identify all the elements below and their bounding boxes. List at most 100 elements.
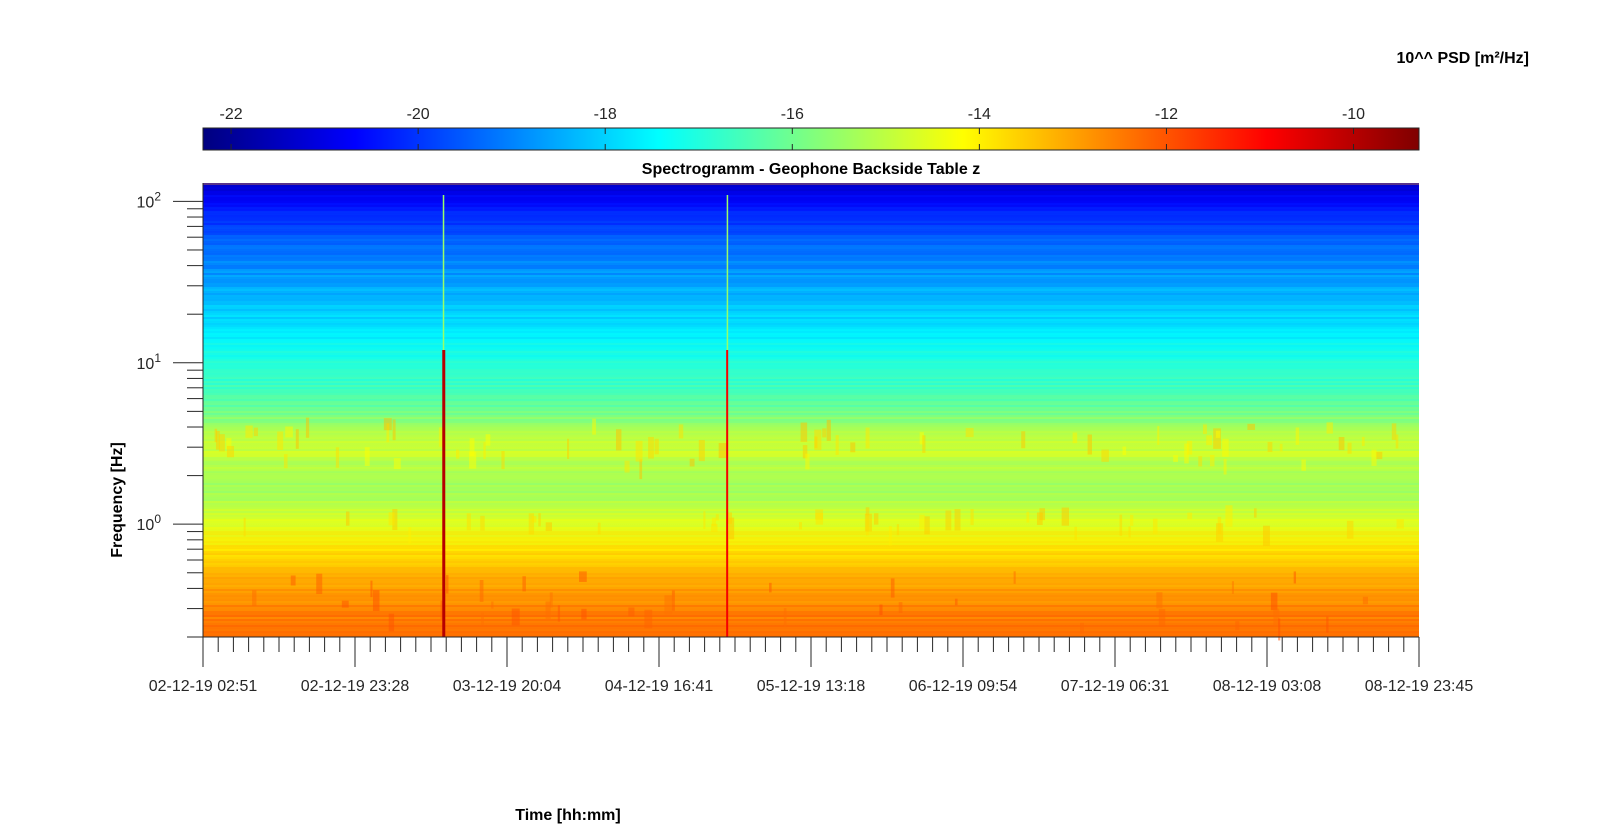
spectrogram-patch [1173, 455, 1178, 462]
spectrogram-stripe [203, 509, 1419, 511]
spectrogram-patch [345, 511, 350, 526]
spectrogram-stripe [203, 375, 1419, 377]
spectrogram-patch [545, 522, 552, 532]
spectrogram-patch [898, 602, 903, 613]
spectrogram-stripe [203, 529, 1419, 531]
spectrogram-patch [703, 511, 706, 529]
spectrogram-patch [579, 571, 587, 582]
spectrogram-stripe [203, 409, 1419, 411]
spectrogram-stripe [203, 585, 1419, 587]
spectrogram-stripe [203, 487, 1419, 489]
spectrogram-stripe [203, 597, 1419, 599]
spectrogram-stripe [203, 187, 1419, 189]
spectrogram-patch [1231, 581, 1234, 594]
spectrogram-stripe [203, 485, 1419, 487]
x-tick-label: 02-12-19 23:28 [301, 678, 410, 695]
spectrogram-stripe [203, 225, 1419, 227]
y-tick-base: 10 [137, 517, 155, 534]
spectrogram-stripe [203, 193, 1419, 195]
spectrogram-patch [1375, 451, 1383, 460]
x-tick-label: 05-12-19 13:18 [757, 678, 866, 695]
spectrogram-stripe [203, 527, 1419, 529]
spectrogram-stripe [203, 361, 1419, 363]
spectrogram-stripe [203, 561, 1419, 563]
spectrogram-stripe [203, 255, 1419, 257]
spectrogram-stripe [203, 209, 1419, 211]
spectrogram-patch [970, 509, 974, 526]
spectrogram-stripe [203, 243, 1419, 245]
x-tick-label: 07-12-19 06:31 [1061, 678, 1170, 695]
spectrogram-stripe [203, 327, 1419, 329]
spectrogram-stripe [203, 443, 1419, 445]
spectrogram-patch [1273, 608, 1280, 627]
spectrogram-stripe [203, 607, 1419, 609]
spectrogram-patch [479, 580, 484, 602]
spectrogram-stripe [203, 463, 1419, 465]
spectrogram-stripe [203, 367, 1419, 369]
spectrogram-patch [1396, 519, 1404, 529]
spectrogram-stripe [203, 333, 1419, 335]
spectrogram-stripe [203, 227, 1419, 229]
x-axis-label: Time [hh:mm] [515, 807, 620, 824]
spectrogram-stripe [203, 469, 1419, 471]
spectrogram-patch [1013, 571, 1016, 584]
spectrogram-stripe [203, 299, 1419, 301]
spectrogram-stripe [203, 519, 1419, 521]
colorbar-tick-label: -18 [594, 106, 617, 123]
spectrogram-patch [654, 438, 659, 455]
spectrogram-stripe [203, 269, 1419, 271]
x-tick-label: 06-12-19 09:54 [909, 678, 1018, 695]
y-tick-exponent: 2 [154, 189, 161, 203]
spectrogram-stripe [203, 213, 1419, 215]
spectrogram-stripe [203, 285, 1419, 287]
spectrogram-patch [469, 451, 477, 469]
spectrogram-patch [1074, 526, 1077, 541]
spectrogram-patch [624, 460, 630, 473]
spectrogram-stripe [203, 603, 1419, 605]
spectrogram-patch [1222, 438, 1229, 457]
spectrogram-stripe [203, 533, 1419, 535]
spectrogram-stripe [203, 635, 1419, 637]
spectrogram-stripe [203, 221, 1419, 223]
spectrogram-stripe [203, 473, 1419, 475]
spectrogram-stripe [203, 593, 1419, 595]
spectrogram-stripe [203, 183, 1419, 185]
spectrogram-stripe [203, 611, 1419, 613]
spectrogram-stripe [203, 429, 1419, 431]
spectrogram-patch [888, 526, 892, 546]
spectrogram-stripe [203, 471, 1419, 473]
spectrogram-patch [1187, 512, 1193, 520]
spectrogram-patch [1326, 422, 1333, 434]
spectrogram-patch [491, 601, 494, 609]
spectrogram-patch [295, 429, 299, 449]
spectrogram-patch [805, 453, 810, 470]
spectrogram-stripe [203, 275, 1419, 277]
spectrogram-activity [214, 417, 1404, 641]
spectrogram-stripe [203, 423, 1419, 425]
spectrogram-stripe [203, 325, 1419, 327]
spectrogram-stripe [203, 437, 1419, 439]
colorbar: -22 -20 -18 -16 -14 -12 -10 [202, 106, 1420, 151]
transient-event-upper [726, 195, 729, 351]
spectrogram-stripe [203, 439, 1419, 441]
spectrogram-patch [1270, 592, 1278, 611]
spectrogram-stripe [203, 619, 1419, 621]
spectrogram-stripe [203, 307, 1419, 309]
spectrogram-patch [639, 459, 643, 480]
spectrogram-patch [226, 445, 235, 458]
spectrogram-patch [549, 592, 553, 608]
spectrogram-stripe [203, 231, 1419, 233]
spectrogram-stripe [203, 631, 1419, 633]
spectrogram-patch [671, 590, 675, 611]
spectrogram-stripes [203, 183, 1419, 637]
spectrogram-patch [283, 454, 288, 469]
spectrogram-stripe [203, 319, 1419, 321]
spectrogram-patch [218, 434, 225, 452]
spectrogram-patch [896, 524, 900, 536]
spectrogram-stripe [203, 315, 1419, 317]
spectrogram-stripe [203, 201, 1419, 203]
spectrogram-patch [718, 443, 727, 459]
spectrogram-stripe [203, 573, 1419, 575]
